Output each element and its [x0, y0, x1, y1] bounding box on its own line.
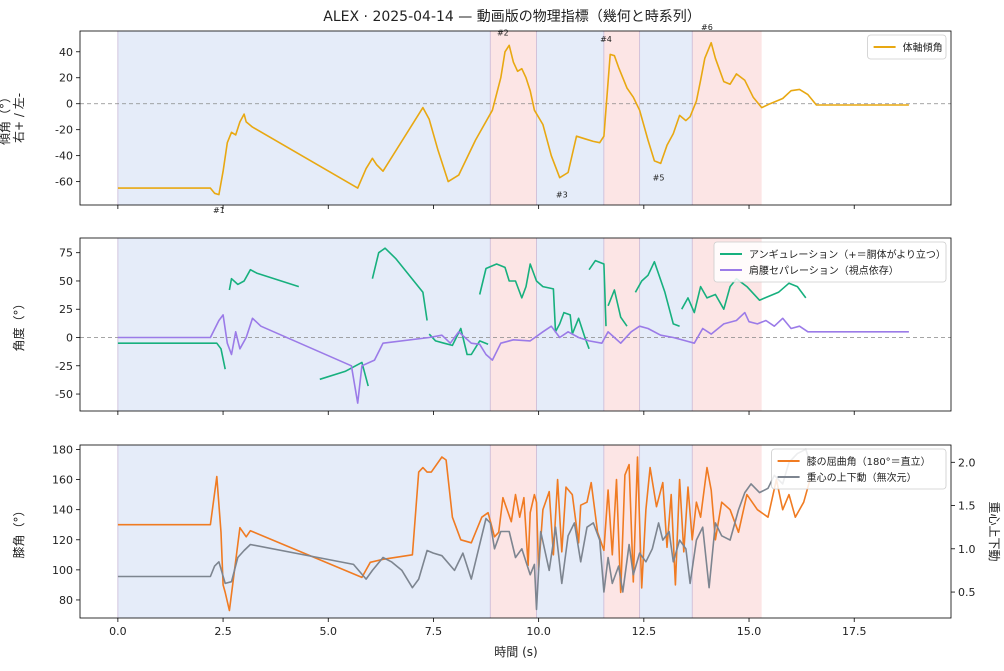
- y-tick-label: 100: [52, 564, 73, 577]
- series-line-2-1: [478, 263, 590, 350]
- panel-1: -60 -40 -20 0 20 40 傾角（°） 右+ / 左- #1 #2 #3 #4 #5 #6 体軸…: [0, 23, 952, 215]
- x-tick-label: 2.5: [214, 625, 232, 638]
- plot-frame: [79, 30, 952, 206]
- y-tick-label: 180: [52, 444, 73, 457]
- y-axis-label: 傾角（°）: [0, 91, 12, 145]
- x-axis-label: 時間 (s): [494, 645, 537, 659]
- y-tick-label: 20: [59, 72, 73, 85]
- series-line-2-1: [588, 259, 607, 327]
- y2-tick-label: 1.5: [958, 500, 976, 513]
- panel-3: 80 100 120 140 160 180 0.5 1.0 1.5 2.0 0.0 2.5 5.0 7.…: [12, 444, 1001, 638]
- panel-2: -50 -25 0 25 50 75 角度（°） アンギュレーション（+＝胴体がより立つ） 肩腰…: [11, 237, 952, 415]
- legend-label: 重心の上下動（無次元）: [807, 471, 917, 484]
- y-tick-label: -50: [55, 388, 73, 401]
- chart-panels: -60 -40 -20 0 20 40 傾角（°） 右+ / 左- #1 #2 #3 #4 #5 #6 体軸…: [0, 23, 1001, 638]
- x-tick-label: 12.5: [632, 625, 657, 638]
- phase-band: [603, 238, 640, 411]
- y2-axis-label: 重心上下動: [987, 501, 1001, 561]
- y-tick-label: -25: [55, 360, 73, 373]
- legend: 体軸傾角: [867, 34, 947, 60]
- y-axis-label: 膝角（°）: [12, 504, 26, 558]
- series-line-3-1: [117, 456, 811, 612]
- y-axis-label: 角度（°）: [11, 297, 26, 351]
- y-tick-label: 40: [59, 46, 73, 59]
- series-line-2-1: [117, 342, 226, 370]
- phase-band: [117, 238, 491, 411]
- x-tick-label: 15.0: [737, 625, 762, 638]
- phase-band: [639, 238, 693, 411]
- y-tick-label: -20: [55, 124, 73, 137]
- y-tick-label: 0: [66, 98, 73, 111]
- phase-band: [692, 31, 762, 205]
- phase-band: [536, 238, 604, 411]
- y2-tick-label: 1.0: [958, 543, 976, 556]
- y-axis-label: 右+ / 左-: [11, 93, 26, 143]
- legend-box: [867, 34, 947, 60]
- series-line-3-2: [117, 448, 811, 611]
- y2-tick-label: 2.0: [958, 456, 976, 469]
- series-line-2-1: [371, 247, 428, 321]
- x-tick-label: 7.5: [425, 625, 443, 638]
- x-tick-label: 10.0: [526, 625, 551, 638]
- phase-band: [117, 31, 491, 205]
- y-tick-label: 160: [52, 474, 73, 487]
- legend-label: 膝の屈曲角（180°＝直立）: [807, 455, 931, 468]
- series-line-2-1: [681, 277, 807, 314]
- event-marker-label: #2: [497, 28, 509, 37]
- phase-band: [639, 31, 693, 205]
- legend: アンギュレーション（+＝胴体がより立つ） 肩腰セパレーション（視点依存）: [713, 241, 947, 283]
- x-tick-label: 0.0: [109, 625, 127, 638]
- series-line-2-1: [607, 289, 628, 327]
- y-tick-label: 25: [59, 303, 73, 316]
- legend-label: 体軸傾角: [903, 41, 943, 54]
- phase-band: [490, 238, 537, 411]
- event-marker-label: #1: [213, 206, 225, 215]
- y-tick-label: 80: [59, 594, 73, 607]
- y-tick-label: 120: [52, 534, 73, 547]
- event-marker-label: #3: [556, 191, 568, 200]
- series-line-2-1: [228, 268, 300, 291]
- plot-frame: [79, 237, 952, 412]
- y-tick-label: 0: [66, 332, 73, 345]
- y-tick-label: 50: [59, 275, 73, 288]
- phase-band: [490, 31, 537, 205]
- legend: 膝の屈曲角（180°＝直立） 重心の上下動（無次元）: [771, 448, 947, 490]
- series-line-2-1: [319, 361, 369, 387]
- chart-title: ALEX · 2025-04-14 — 動画版の物理指標（幾何と時系列）: [323, 9, 700, 25]
- series-line-2-1: [428, 327, 489, 356]
- series-line-2-2: [117, 311, 909, 404]
- x-tick-label: 5.0: [320, 625, 338, 638]
- plot-frame: [79, 444, 952, 619]
- legend-box: [771, 448, 947, 490]
- y2-tick-label: 0.5: [958, 586, 976, 599]
- event-marker-label: #6: [701, 23, 713, 32]
- y-tick-label: -60: [55, 176, 73, 189]
- y-tick-label: -40: [55, 150, 73, 163]
- phase-band: [117, 445, 491, 618]
- y-tick-label: 140: [52, 504, 73, 517]
- legend-box: [713, 241, 947, 283]
- legend-label: 肩腰セパレーション（視点依存）: [749, 264, 899, 277]
- event-marker-label: #4: [600, 35, 612, 44]
- y-tick-label: 75: [59, 247, 73, 260]
- event-marker-label: #5: [653, 174, 665, 183]
- series-line-1-1: [117, 41, 909, 196]
- legend-label: アンギュレーション（+＝胴体がより立つ）: [749, 248, 946, 261]
- x-tick-label: 17.5: [842, 625, 867, 638]
- series-line-2-1: [634, 260, 680, 327]
- phase-band: [536, 31, 604, 205]
